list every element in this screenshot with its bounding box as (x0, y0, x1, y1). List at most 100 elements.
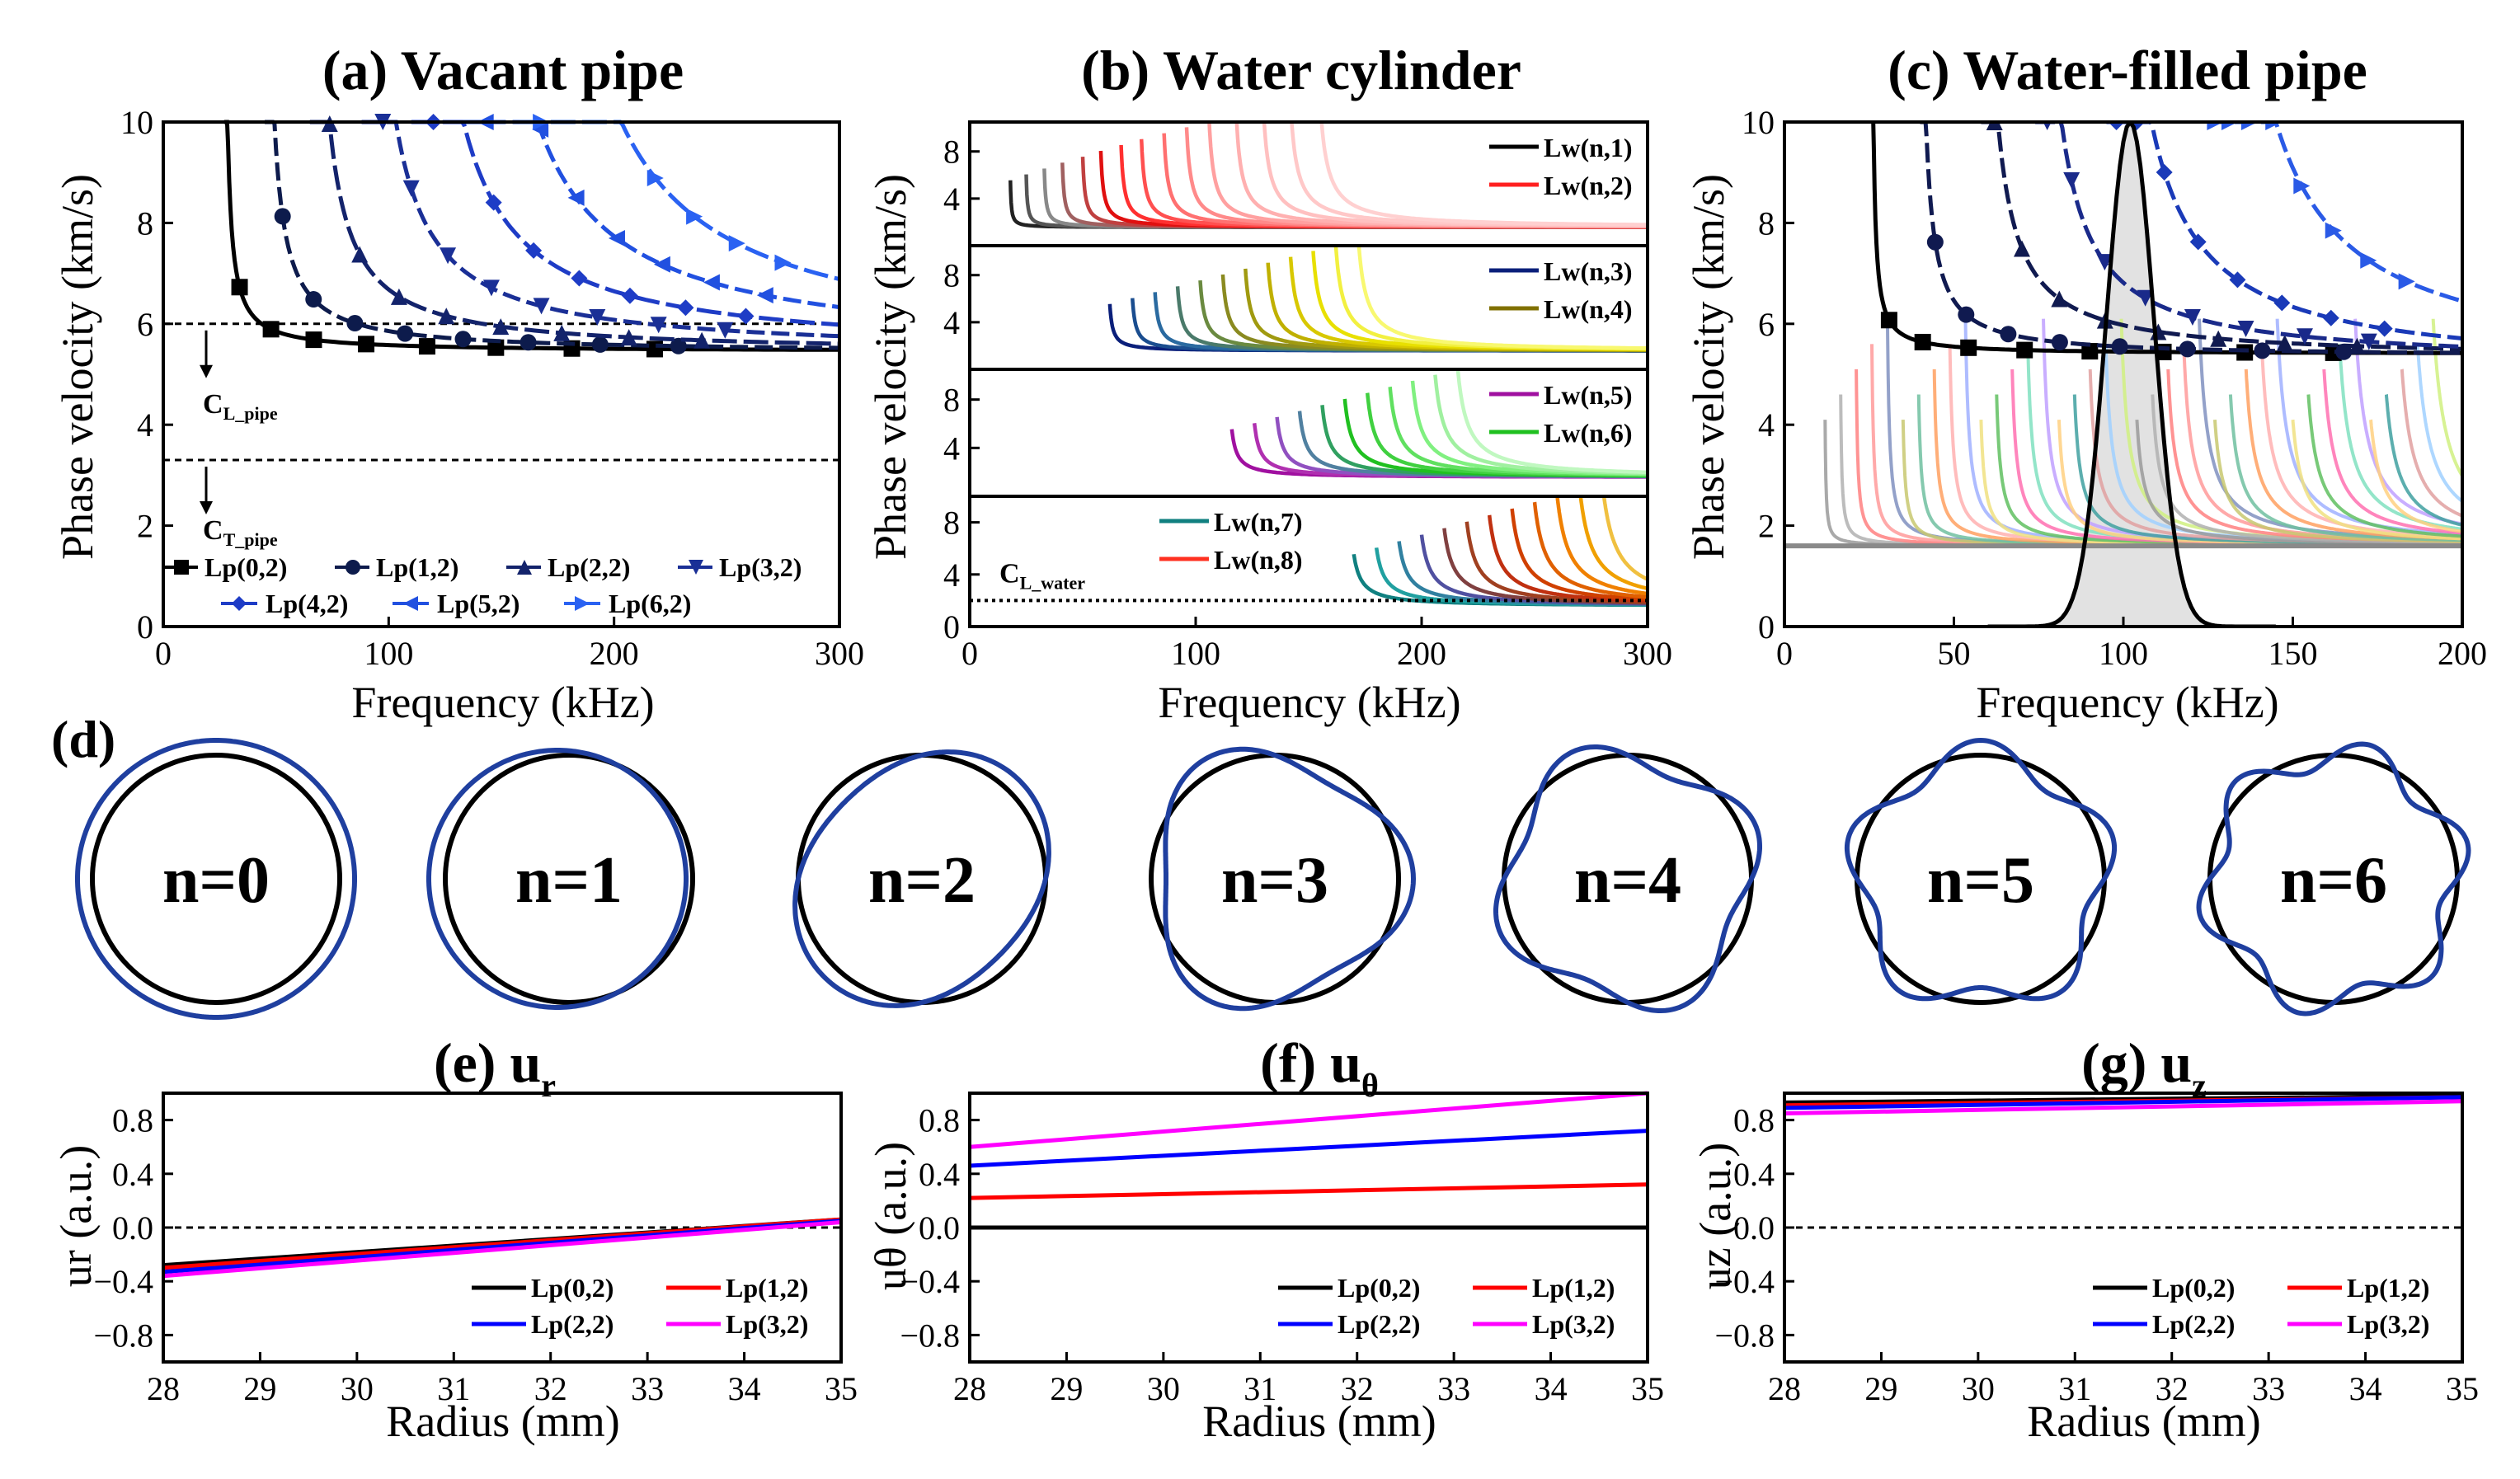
x-tick-label: 33 (1437, 1370, 1470, 1407)
marker-diamond (2322, 309, 2339, 326)
marker-circle (591, 336, 609, 353)
dispersion-curve (1578, 496, 1648, 590)
deformed-shape (1844, 737, 2118, 1002)
marker-circle (346, 315, 364, 332)
legend-label: Lp(1,2) (1532, 1273, 1615, 1303)
dispersion-curve (2306, 394, 2462, 538)
dispersion-curve (2259, 344, 2462, 538)
mode-shape: n=0 (75, 738, 357, 1020)
marker-triangle-left (703, 274, 720, 291)
marker-circle (1958, 306, 1975, 323)
marker-square (1960, 339, 1977, 356)
legend-label: Lp(2,2) (548, 552, 630, 582)
panel-a-frame (162, 120, 841, 628)
arrow-head (200, 364, 213, 378)
dispersion-curve (2322, 369, 2462, 535)
y-tick-label: 0.0 (919, 1209, 960, 1247)
legend-label: Lw(n,5) (1544, 380, 1633, 410)
deformed-shape (426, 748, 689, 1010)
x-tick-label: 29 (243, 1370, 276, 1407)
marker-triangle-up (553, 324, 571, 341)
y-tick-label: 4 (943, 430, 960, 467)
panel-c-water-filled-pipe: (c) Water-filled pipe Frequency (kHz) Ph… (1684, 39, 2487, 727)
marker-triangle-left (567, 189, 585, 206)
marker-triangle-up (1986, 122, 2003, 130)
legend-label: Lp(3,2) (719, 552, 802, 582)
y-tick-label: 10 (120, 104, 153, 141)
marker-triangle-up (620, 329, 637, 346)
panel-d-label: (d) (51, 710, 115, 768)
x-tick-label: 32 (1341, 1370, 1374, 1407)
marker-circle (670, 337, 687, 354)
panel-e-xlabel: Radius (mm) (386, 1397, 619, 1446)
marker-triangle-down (2296, 328, 2313, 345)
dispersion-curve (2291, 419, 2462, 541)
legend-label: Lp(4,2) (266, 589, 348, 618)
marker-triangle-right (2207, 122, 2224, 130)
marker-triangle-up (2276, 335, 2293, 352)
marker-diamond (737, 308, 755, 325)
marker-square (358, 336, 375, 353)
series-line (162, 1220, 842, 1279)
marker-triangle-right (646, 170, 664, 187)
y-tick-label: 4 (943, 556, 960, 594)
panel-b-ylabel: Phase velocity (km/s) (866, 174, 915, 560)
panel-e-title-sub: r (541, 1067, 556, 1104)
y-tick-label: −0.4 (1714, 1263, 1775, 1300)
marker-triangle-down (440, 247, 457, 265)
marker-circle (397, 325, 414, 342)
marker-triangle-right (2240, 122, 2258, 130)
marker-triangle-right (686, 208, 703, 225)
dispersion-curve (2213, 419, 2462, 543)
panel-e-title-main: (e) u (434, 1031, 541, 1094)
x-tick-label: 34 (2349, 1370, 2382, 1407)
panel-g-ylabel: uz (a.u.) (1690, 1143, 1740, 1289)
panel-f-title-main: (f) u (1260, 1031, 1361, 1094)
legend-label: Lp(1,2) (726, 1273, 808, 1303)
marker-triangle-left (653, 256, 670, 273)
x-tick-label: 30 (1147, 1370, 1180, 1407)
series-line (969, 1182, 1648, 1200)
marker-square (262, 321, 280, 338)
marker-triangle-right (728, 235, 745, 252)
undeformed-circle (443, 753, 695, 1005)
marker-triangle-right (774, 254, 792, 271)
y-tick-label: −0.4 (900, 1263, 960, 1300)
legend-label: Lw(n,3) (1544, 256, 1633, 286)
marker-circle (1926, 233, 1944, 251)
legend-label: Lp(2,2) (2152, 1309, 2235, 1339)
y-tick-label: 0.4 (1733, 1156, 1775, 1193)
marker-square (1914, 333, 1931, 350)
panel-g-plot-area: 28 29 30 31 32 33 34 35 −0.8 −0.4 0.0 0.4 0.8 Lp(0,2)… (1714, 1092, 2479, 1407)
legend-label: Lw(n,2) (1544, 171, 1633, 200)
marker-square (174, 560, 189, 575)
marker-square (305, 331, 322, 349)
y-tick-label: −0.8 (93, 1317, 153, 1354)
legend-label: Lp(0,2) (1338, 1273, 1420, 1303)
marker-triangle-up (390, 288, 407, 305)
dispersion-curve (2228, 394, 2462, 542)
y-tick-label: 8 (943, 382, 960, 419)
x-tick-label: 300 (1623, 635, 1672, 672)
y-tick-label: 4 (943, 181, 960, 218)
marker-diamond (2108, 122, 2125, 130)
x-tick-label: 35 (2446, 1370, 2479, 1407)
marker-circle (2000, 326, 2017, 343)
x-tick-label: 28 (1768, 1370, 1801, 1407)
x-tick-label: 34 (728, 1370, 761, 1407)
marker-triangle-right (2398, 273, 2415, 290)
legend-label: Lp(2,2) (531, 1309, 614, 1339)
x-tick-label: 29 (1050, 1370, 1083, 1407)
marker-diamond (2273, 294, 2291, 312)
marker-diamond (2189, 233, 2207, 251)
dispersion-curve (2369, 419, 2462, 533)
mode-shape: n=6 (2196, 741, 2471, 1017)
panel-e-plot-area: 28 29 30 31 32 33 34 35 −0.8 −0.4 0.0 0.4 0.8 Lp(0,2)… (93, 1092, 858, 1407)
marker-triangle-down (533, 298, 550, 315)
marker-triangle-down (689, 560, 703, 575)
mode-shape: n=5 (1844, 737, 2118, 1005)
marker-triangle-right (2360, 251, 2377, 269)
reference-line-label: CL_pipe (203, 389, 278, 424)
marker-triangle-up (438, 308, 455, 325)
